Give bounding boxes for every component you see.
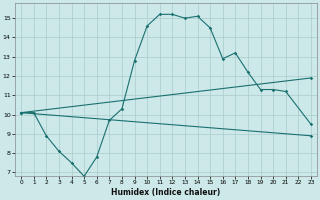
X-axis label: Humidex (Indice chaleur): Humidex (Indice chaleur) <box>111 188 221 197</box>
